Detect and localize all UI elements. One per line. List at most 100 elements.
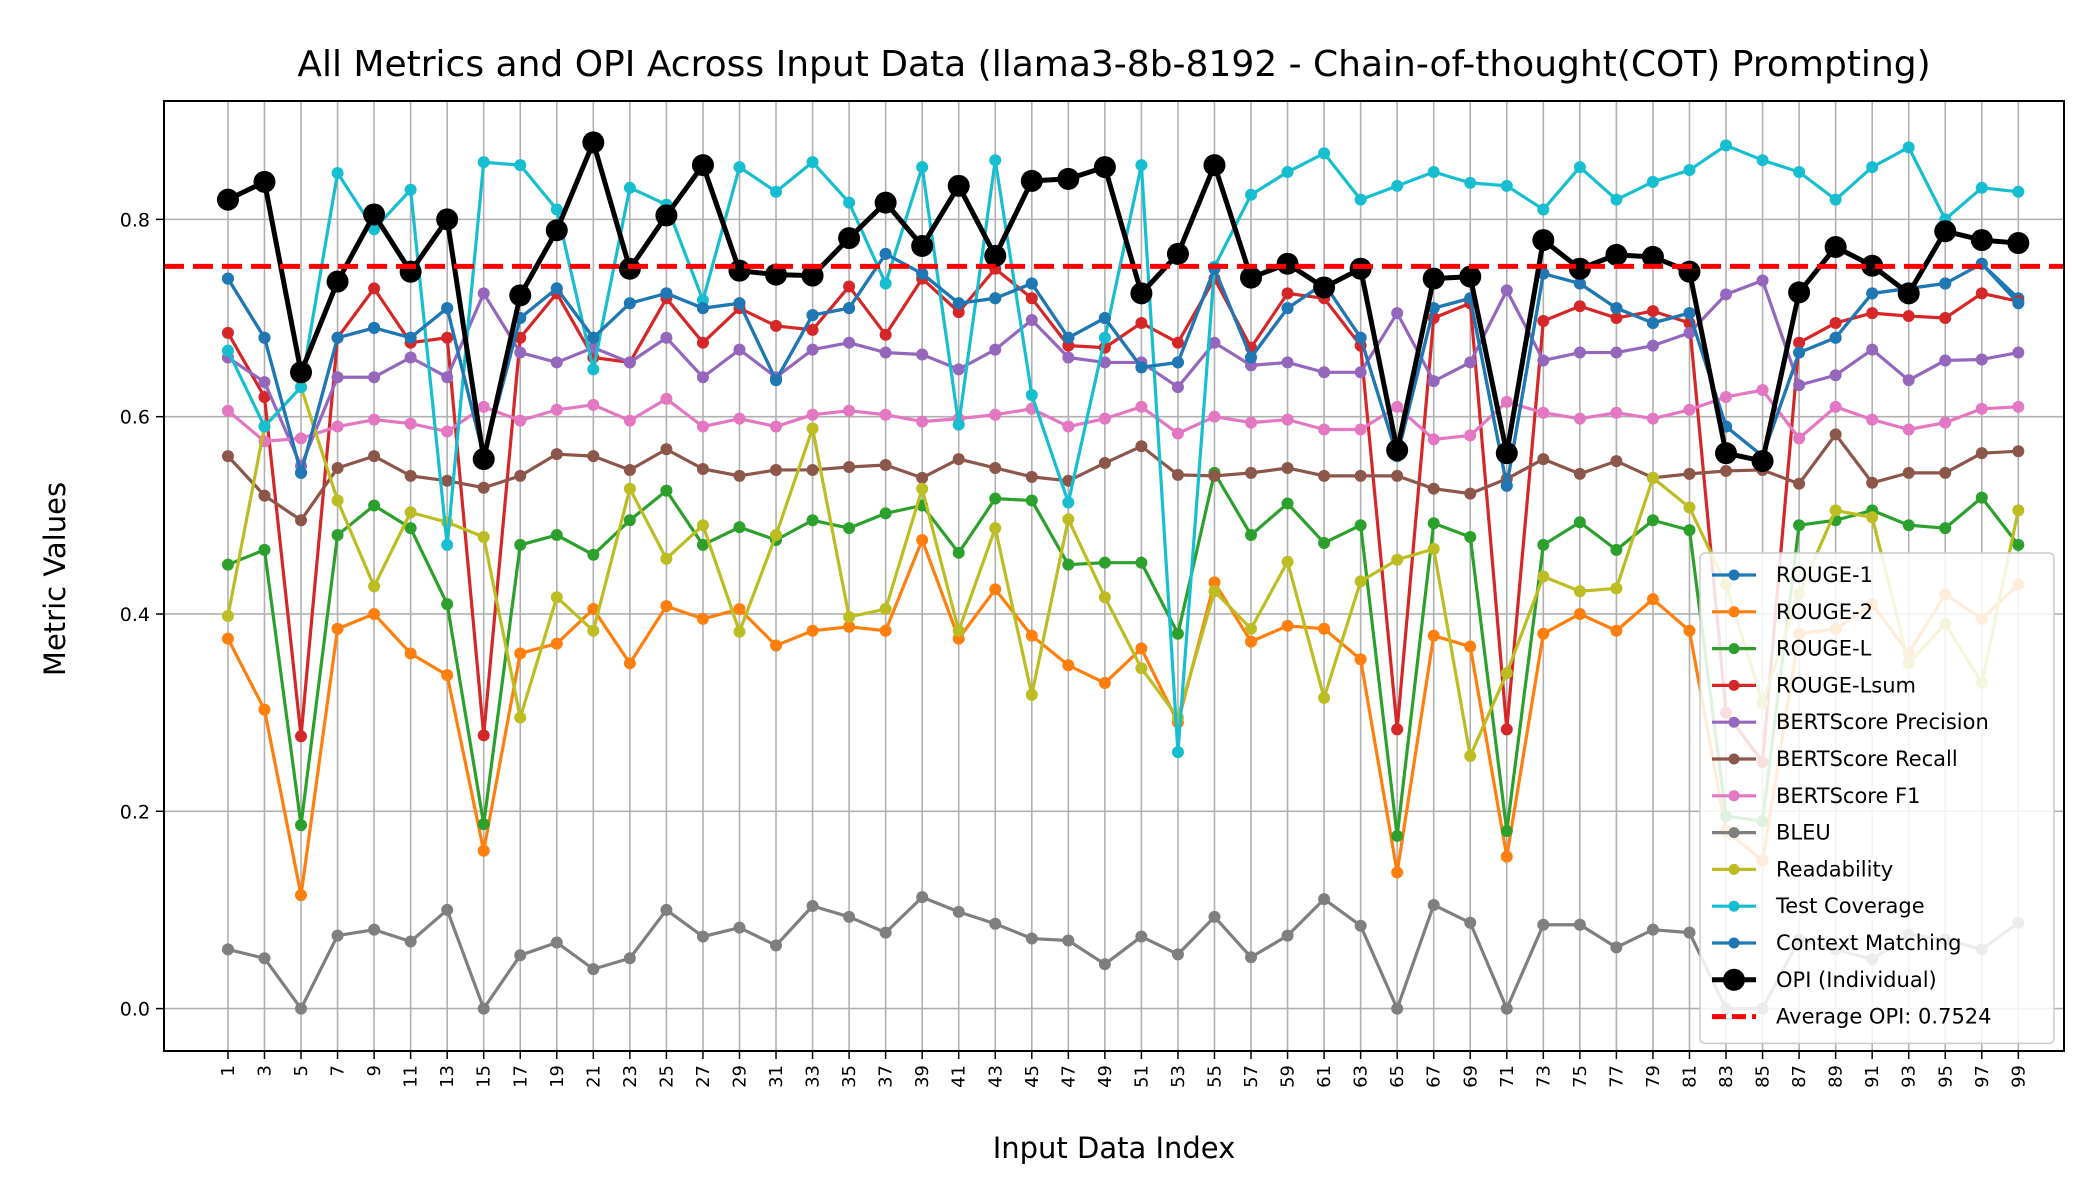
data-point [660,552,673,565]
data-point [1866,287,1879,300]
data-point [1610,455,1623,468]
data-point [989,154,1002,167]
data-point [1135,316,1148,329]
data-point [843,196,856,209]
legend-box [1699,552,2055,1045]
data-point [1866,511,1879,524]
legend-entry: ROUGE-1 [1712,563,1873,587]
data-point [733,469,746,482]
data-point [436,208,459,231]
data-point [1025,932,1038,945]
data-point [331,622,344,635]
data-point [1098,556,1111,569]
data-point [404,331,417,344]
data-point [221,272,234,285]
data-point [733,603,746,616]
data-point [441,302,454,315]
legend-entry: OPI (Individual) [1712,968,1937,992]
data-point [1683,467,1696,480]
data-point [550,591,563,604]
data-point [1683,624,1696,637]
data-point [916,267,929,280]
data-point [1135,400,1148,413]
data-point [550,936,563,949]
data-point [295,1002,308,1015]
data-point [477,400,490,413]
data-point [1427,517,1440,530]
data-point [1793,519,1806,532]
data-point [1866,307,1879,320]
legend-marker [1728,679,1740,691]
data-point [295,432,308,445]
data-point [770,463,783,476]
data-point [587,624,600,637]
data-point [1975,287,1988,300]
data-point [253,170,276,193]
data-point [1354,575,1367,588]
legend-label: BERTScore F1 [1776,784,1921,808]
x-tick-label: 9 [364,1065,385,1076]
data-point [221,558,234,571]
data-point [879,926,892,939]
data-point [514,414,527,427]
data-point [1281,929,1294,942]
data-point [1281,413,1294,426]
data-point [1715,442,1738,465]
data-point [843,460,856,473]
data-point [1245,466,1258,479]
x-tick-label: 95 [1935,1065,1956,1088]
data-point [1318,691,1331,704]
data-point [441,903,454,916]
data-point [1646,339,1659,352]
x-tick-label: 41 [949,1065,970,1088]
data-point [691,154,714,177]
data-point [1062,513,1075,526]
data-point [1641,245,1664,268]
x-tick-label: 15 [474,1065,495,1088]
data-point [1646,514,1659,527]
data-point [1793,166,1806,179]
x-tick-label: 65 [1387,1065,1408,1088]
data-point [879,459,892,472]
legend-label: Context Matching [1776,931,1962,955]
data-point [1464,916,1477,929]
data-point [806,343,819,356]
x-tick-label: 1 [218,1065,239,1076]
legend-entry: BERTScore Precision [1712,710,1989,734]
data-point [728,259,751,282]
y-axis-label: Metric Values [38,482,72,676]
x-tick-label: 29 [729,1065,750,1088]
data-point [1683,501,1696,514]
data-point [295,466,308,479]
data-point [295,514,308,527]
data-point [1464,750,1477,763]
data-point [2012,297,2025,310]
data-point [989,522,1002,535]
x-tick-label: 31 [766,1065,787,1088]
data-point [1318,423,1331,436]
data-point [295,381,308,394]
data-point [1171,746,1184,759]
data-point [989,461,1002,474]
data-point [363,203,386,226]
data-point [550,356,563,369]
data-point [587,548,600,561]
data-point [733,521,746,534]
x-tick-label: 69 [1460,1065,1481,1088]
data-point [843,336,856,349]
data-point [623,414,636,427]
data-point [770,639,783,652]
data-point [1573,346,1586,359]
data-point [1902,310,1915,323]
legend-entry: Context Matching [1712,931,1962,955]
data-point [550,282,563,295]
data-point [477,287,490,300]
data-point [696,420,709,433]
data-point [1537,354,1550,367]
data-point [1866,476,1879,489]
data-point [1171,381,1184,394]
data-point [1532,229,1555,252]
data-point [1897,282,1920,305]
legend-entry: BERTScore Recall [1712,747,1958,771]
data-point [1391,179,1404,192]
